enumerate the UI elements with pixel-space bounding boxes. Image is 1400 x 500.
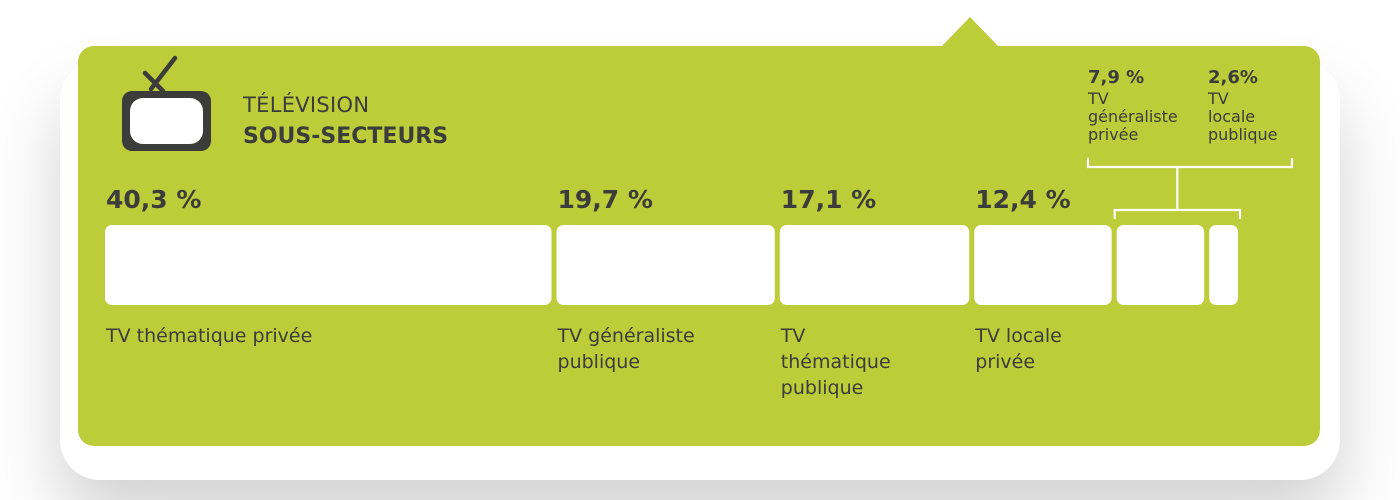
bar-segment-6: [1209, 225, 1238, 305]
category-label-5: privée: [1088, 125, 1138, 144]
category-label-3: TV: [780, 325, 806, 347]
value-label-1: 40,3 %: [106, 185, 201, 214]
category-label-1: TV thématique privée: [105, 325, 312, 347]
value-label-3: 17,1 %: [781, 185, 876, 214]
bar-segment-3: [779, 225, 970, 305]
category-label-2: TV généraliste: [557, 325, 695, 347]
value-label-6: 2,6%: [1208, 67, 1258, 88]
value-label-2: 19,7 %: [558, 185, 653, 214]
header-title: SOUS-SECTEURS: [243, 124, 449, 149]
bar-segment-2: [556, 225, 775, 305]
tv-icon: [122, 55, 211, 151]
value-label-5: 7,9 %: [1088, 67, 1144, 88]
header-subtitle: TÉLÉVISION: [243, 93, 370, 117]
category-label-6: TV: [1207, 89, 1229, 108]
upper-bracket: [1086, 157, 1294, 169]
bar-segment-4: [974, 225, 1112, 305]
category-label-2: publique: [558, 351, 641, 373]
category-label-6: locale: [1208, 107, 1255, 126]
category-label-4: TV locale: [974, 325, 1062, 347]
value-label-4: 12,4 %: [975, 185, 1070, 214]
category-label-5: TV: [1087, 89, 1109, 108]
lower-bracket: [1113, 208, 1242, 220]
category-label-6: publique: [1208, 125, 1277, 144]
category-label-3: thématique: [781, 351, 891, 373]
bar-segment-1: [105, 225, 552, 305]
category-label-3: publique: [781, 377, 864, 399]
category-label-4: privée: [975, 351, 1035, 373]
bar-segment-5: [1116, 225, 1205, 305]
panel-pointer: [941, 17, 999, 47]
category-label-5: généraliste: [1088, 107, 1178, 126]
